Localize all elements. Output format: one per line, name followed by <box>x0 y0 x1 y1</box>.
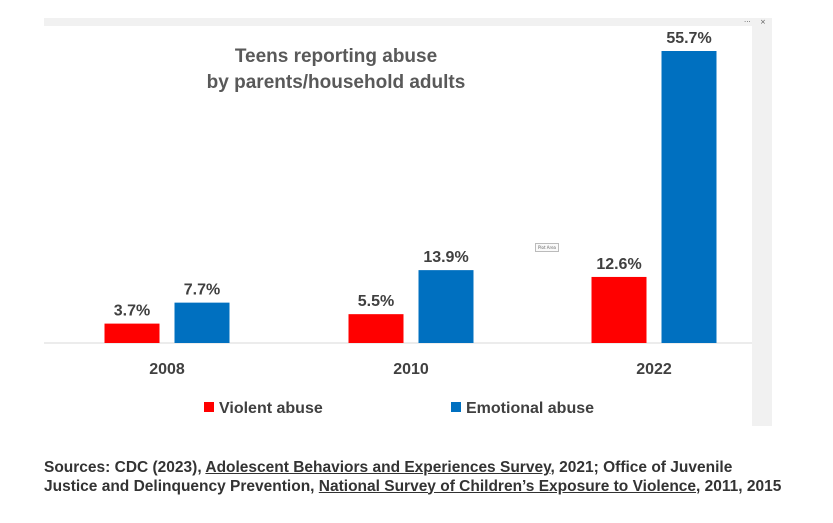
legend: Violent abuse Emotional abuse <box>204 400 594 417</box>
bar-emotional-abuse-2010 <box>418 270 474 343</box>
bar-violent-abuse-2022 <box>591 276 647 343</box>
data-label-violent-abuse-2008: 3.7% <box>114 303 150 320</box>
source-link-abes[interactable]: Adolescent Behaviors and Experiences Sur… <box>205 459 551 476</box>
data-label-violent-abuse-2010: 5.5% <box>358 293 394 310</box>
plot-area-tooltip: Plot Area <box>535 243 559 252</box>
data-label-emotional-abuse-2022: 55.7% <box>666 30 711 47</box>
chart-title-line-2: by parents/household adults <box>207 72 466 93</box>
x-tick-label-2022: 2022 <box>636 361 672 378</box>
bar-chart: Teens reporting abuse by parents/househo… <box>44 30 752 417</box>
chart-title-line-1: Teens reporting abuse <box>235 46 437 67</box>
bar-emotional-abuse-2008 <box>174 302 230 343</box>
data-label-emotional-abuse-2008: 7.7% <box>184 282 220 299</box>
data-label-violent-abuse-2022: 12.6% <box>596 256 641 273</box>
chart-frame <box>44 18 772 442</box>
source-middle: , 2021; Office of Juvenile Justice and D… <box>44 459 733 495</box>
source-note: Sources: CDC (2023), Adolescent Behavior… <box>44 459 784 496</box>
bar-violent-abuse-2010 <box>348 314 404 343</box>
x-tick-label-2008: 2008 <box>149 361 185 378</box>
legend-swatch-emotional-abuse <box>451 402 461 412</box>
more-icon[interactable]: ··· <box>744 18 751 26</box>
bars-group: 3.7% 7.7% 2008 5.5% 13.9% 2010 12.6% 55.7% 2022 <box>104 30 717 378</box>
close-icon[interactable]: × <box>760 18 766 26</box>
legend-label-violent-abuse: Violent abuse <box>219 400 323 417</box>
x-tick-label-2010: 2010 <box>393 361 429 378</box>
chart-title: Teens reporting abuse by parents/househo… <box>207 46 466 93</box>
chart-area <box>44 26 752 442</box>
bar-emotional-abuse-2022 <box>661 51 717 343</box>
source-link-nscev[interactable]: National Survey of Children’s Exposure t… <box>318 477 697 495</box>
legend-swatch-violent-abuse <box>204 402 214 412</box>
legend-label-emotional-abuse: Emotional abuse <box>466 400 594 417</box>
source-suffix: , 2011, 2015 <box>696 477 782 495</box>
bar-violent-abuse-2008 <box>104 323 160 343</box>
data-label-emotional-abuse-2010: 13.9% <box>423 249 468 266</box>
source-prefix: Sources: CDC (2023), <box>44 459 206 476</box>
